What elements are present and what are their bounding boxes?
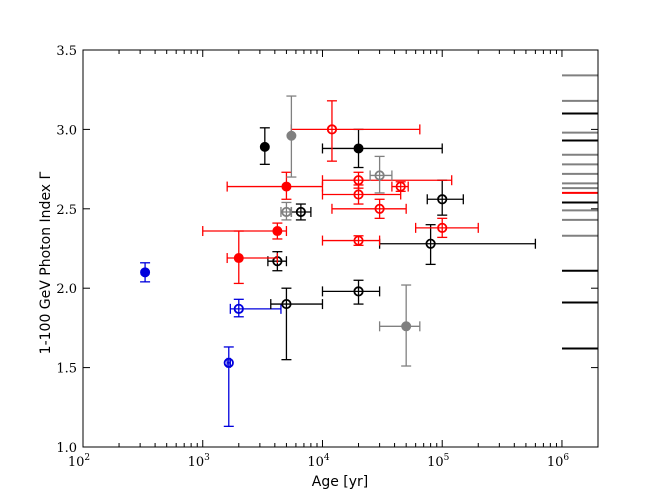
filled-marker xyxy=(401,321,412,332)
plot-frame xyxy=(82,49,599,448)
data-layer xyxy=(140,74,598,428)
open-marker xyxy=(326,124,338,135)
x-tick-label: 104 xyxy=(307,453,330,470)
data-point-12 xyxy=(202,222,288,240)
data-point-22 xyxy=(280,201,293,221)
x-tick-label-exponent: 4 xyxy=(324,453,330,463)
open-marker xyxy=(374,170,385,181)
open-marker xyxy=(295,206,306,218)
x-tick-label-exponent: 3 xyxy=(204,453,210,463)
open-marker xyxy=(223,357,234,368)
data-point-8 xyxy=(321,279,381,305)
filled-marker xyxy=(353,143,364,154)
filled-marker xyxy=(286,130,297,141)
open-marker xyxy=(374,203,385,214)
y-tick-label: 3.5 xyxy=(56,44,77,59)
y-axis-label: 1-100 GeV Photon Index Γ xyxy=(38,171,54,354)
x-tick-label-base: 10 xyxy=(68,455,85,470)
open-marker xyxy=(353,189,364,200)
data-point-0 xyxy=(140,262,151,283)
data-point-13 xyxy=(226,230,279,285)
open-marker xyxy=(437,222,448,233)
x-tick-label-exponent: 6 xyxy=(563,453,569,463)
data-point-17 xyxy=(331,198,407,219)
filled-marker xyxy=(140,267,151,278)
filled-marker xyxy=(272,226,283,237)
data-point-18 xyxy=(391,181,409,192)
x-tick-label: 105 xyxy=(427,453,450,470)
data-point-24 xyxy=(378,284,421,367)
x-axis-label: Age [yr] xyxy=(312,474,369,490)
open-marker xyxy=(425,238,436,249)
x-tick-label: 102 xyxy=(68,453,90,470)
x-tick-label-exponent: 5 xyxy=(444,453,450,463)
data-point-4 xyxy=(321,128,443,169)
data-point-19 xyxy=(415,217,479,239)
open-marker xyxy=(395,181,406,192)
open-marker xyxy=(233,303,244,314)
y-tick-label: 3.0 xyxy=(56,123,77,138)
y-tick-label: 1.0 xyxy=(56,441,77,456)
data-point-23 xyxy=(369,155,393,194)
data-point-20 xyxy=(321,235,381,246)
x-tick-label-base: 10 xyxy=(188,455,205,470)
open-marker xyxy=(437,194,448,205)
open-marker xyxy=(281,206,292,218)
filled-marker xyxy=(259,141,270,152)
data-point-21 xyxy=(286,95,297,178)
data-point-7 xyxy=(270,287,324,361)
data-point-5 xyxy=(290,203,312,221)
x-tick-label: 106 xyxy=(547,453,570,470)
x-tick-label-base: 10 xyxy=(307,455,324,470)
data-point-15 xyxy=(321,171,453,189)
data-point-1 xyxy=(223,346,234,428)
open-marker xyxy=(353,286,364,297)
open-marker xyxy=(353,235,364,246)
x-tick-label: 103 xyxy=(188,453,211,470)
filled-marker xyxy=(233,253,244,264)
open-marker xyxy=(281,298,292,310)
y-tick-label: 1.5 xyxy=(56,362,77,377)
data-point-9 xyxy=(426,179,464,216)
y-tick-label: 2.0 xyxy=(56,282,77,297)
data-point-2 xyxy=(229,298,282,318)
y-tick-label: 2.5 xyxy=(56,203,77,218)
filled-marker xyxy=(281,181,292,192)
data-point-16 xyxy=(321,184,402,205)
data-point-3 xyxy=(259,127,270,165)
x-tick-label-base: 10 xyxy=(547,455,564,470)
x-tick-label-exponent: 2 xyxy=(84,453,90,463)
x-tick-label-base: 10 xyxy=(427,455,444,470)
